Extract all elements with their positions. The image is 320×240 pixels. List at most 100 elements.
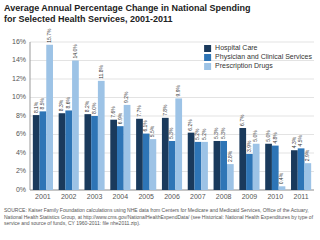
bar — [124, 105, 131, 190]
bar — [201, 142, 208, 190]
legend-swatch — [204, 63, 211, 70]
x-tick-label: 2002 — [61, 193, 77, 200]
bar — [175, 98, 182, 190]
grid-line — [30, 42, 314, 43]
bar — [227, 164, 234, 190]
data-label: 6.2% — [187, 119, 193, 131]
data-label: 14.0% — [72, 44, 78, 59]
x-tick-label: 2008 — [216, 193, 232, 200]
data-label: 2.9% — [304, 149, 310, 161]
data-label: 5.2% — [194, 128, 200, 140]
legend: Hospital CarePhysician and Clinical Serv… — [204, 44, 312, 70]
bars — [33, 45, 311, 190]
x-tick-label: 2009 — [242, 193, 258, 200]
legend-label: Prescription Drugs — [215, 62, 273, 70]
x-tick-label: 2006 — [164, 193, 180, 200]
data-label: 0.4% — [278, 172, 284, 184]
data-label: 8.2% — [84, 100, 90, 112]
data-label: 5.3% — [168, 127, 174, 139]
data-label: 5.2% — [201, 128, 207, 140]
x-tick-label: 2007 — [190, 193, 206, 200]
legend-label: Hospital Care — [215, 44, 258, 52]
bar — [117, 126, 124, 190]
y-axis-line — [30, 42, 31, 190]
data-labels: 8.1% 8.3% 8.2% 7.6% 7.7% 7.8% 6.2% 5.3% 6.7% 5.0%… — [33, 28, 311, 184]
chart: Average Annual Percentage Change in Nati… — [0, 0, 320, 240]
y-tick-label: 10% — [12, 93, 26, 100]
data-label: 8.0% — [91, 102, 97, 114]
bar — [59, 113, 66, 190]
x-tick-label: 2005 — [138, 193, 154, 200]
data-label: 5.5% — [149, 125, 155, 137]
legend-swatch — [204, 45, 211, 52]
y-tick-label: 4% — [16, 149, 26, 156]
bar — [169, 141, 176, 190]
y-tick-label: 14% — [12, 56, 26, 63]
y-tick-label: 8% — [16, 112, 26, 119]
data-label: 9.2% — [123, 91, 129, 103]
bar — [291, 150, 298, 190]
bar — [279, 186, 286, 190]
data-label: 5.3% — [213, 127, 219, 139]
data-label: 6.7% — [239, 114, 245, 126]
bar — [246, 154, 253, 190]
title: Average Annual Percentage Change in Nati… — [4, 3, 250, 13]
subtitle: for Selected Health Services, 2001-2011 — [4, 14, 173, 24]
source-line: National Health Statistics Group, at htt… — [4, 214, 314, 220]
x-tick-label: 2011 — [294, 193, 309, 200]
bar — [194, 142, 201, 190]
y-tick-label: 16% — [12, 38, 26, 45]
bar — [143, 134, 150, 190]
source-line: service and source of funds, CY 1960-201… — [4, 220, 140, 226]
source-note: SOURCE: Kaiser Family Foundation calcula… — [4, 207, 314, 226]
bar — [220, 141, 227, 190]
data-label: 4.8% — [272, 132, 278, 144]
legend-swatch — [204, 54, 211, 61]
data-label: 7.7% — [136, 105, 142, 117]
data-label: 3.9% — [246, 140, 252, 152]
bar — [214, 141, 221, 190]
x-tick-label: 2004 — [113, 193, 129, 200]
data-label: 7.8% — [162, 104, 168, 116]
data-label: 8.5% — [39, 97, 45, 109]
bar — [265, 144, 272, 190]
data-label: 4.5% — [297, 134, 303, 146]
data-label: 6.9% — [117, 112, 123, 124]
source-line: SOURCE: Kaiser Family Foundation calcula… — [4, 207, 309, 213]
bar — [40, 111, 47, 190]
x-tick-label: 2001 — [35, 193, 51, 200]
y-tick-label: 12% — [12, 75, 26, 82]
x-tick-label: 2003 — [87, 193, 103, 200]
bar — [239, 128, 246, 190]
data-label: 15.7% — [46, 28, 52, 43]
bar — [98, 81, 105, 190]
data-label: 5.0% — [252, 130, 258, 142]
bar — [46, 45, 53, 190]
bar — [188, 133, 195, 190]
bar — [304, 163, 311, 190]
bar — [84, 114, 91, 190]
bar — [110, 120, 117, 190]
bar — [150, 139, 157, 190]
annotations: SOURCE: Kaiser Family Foundation calcula… — [4, 207, 314, 226]
data-label: 5.0% — [265, 130, 271, 142]
axes: 0% 2% 4% 6% 8% 10% 12% 14% 16% 2001 2002 2003 2004 20… — [12, 38, 314, 200]
data-label: 8.1% — [33, 101, 39, 113]
bar — [72, 61, 79, 191]
data-label: 6.1% — [143, 120, 149, 132]
y-tick-label: 0% — [16, 186, 26, 193]
data-label: 4.3% — [291, 136, 297, 148]
data-label: 7.6% — [110, 106, 116, 118]
grid — [30, 42, 314, 190]
legend-label: Physician and Clinical Services — [215, 53, 312, 61]
data-label: 11.8% — [98, 64, 104, 78]
data-label: 9.9% — [175, 84, 181, 96]
y-tick-label: 6% — [16, 130, 26, 137]
bar — [33, 115, 40, 190]
bar — [65, 110, 72, 190]
bar — [91, 116, 98, 190]
data-label: 2.8% — [227, 150, 233, 162]
y-tick-label: 2% — [16, 167, 26, 174]
data-label: 8.3% — [58, 99, 64, 111]
bar — [253, 144, 260, 190]
